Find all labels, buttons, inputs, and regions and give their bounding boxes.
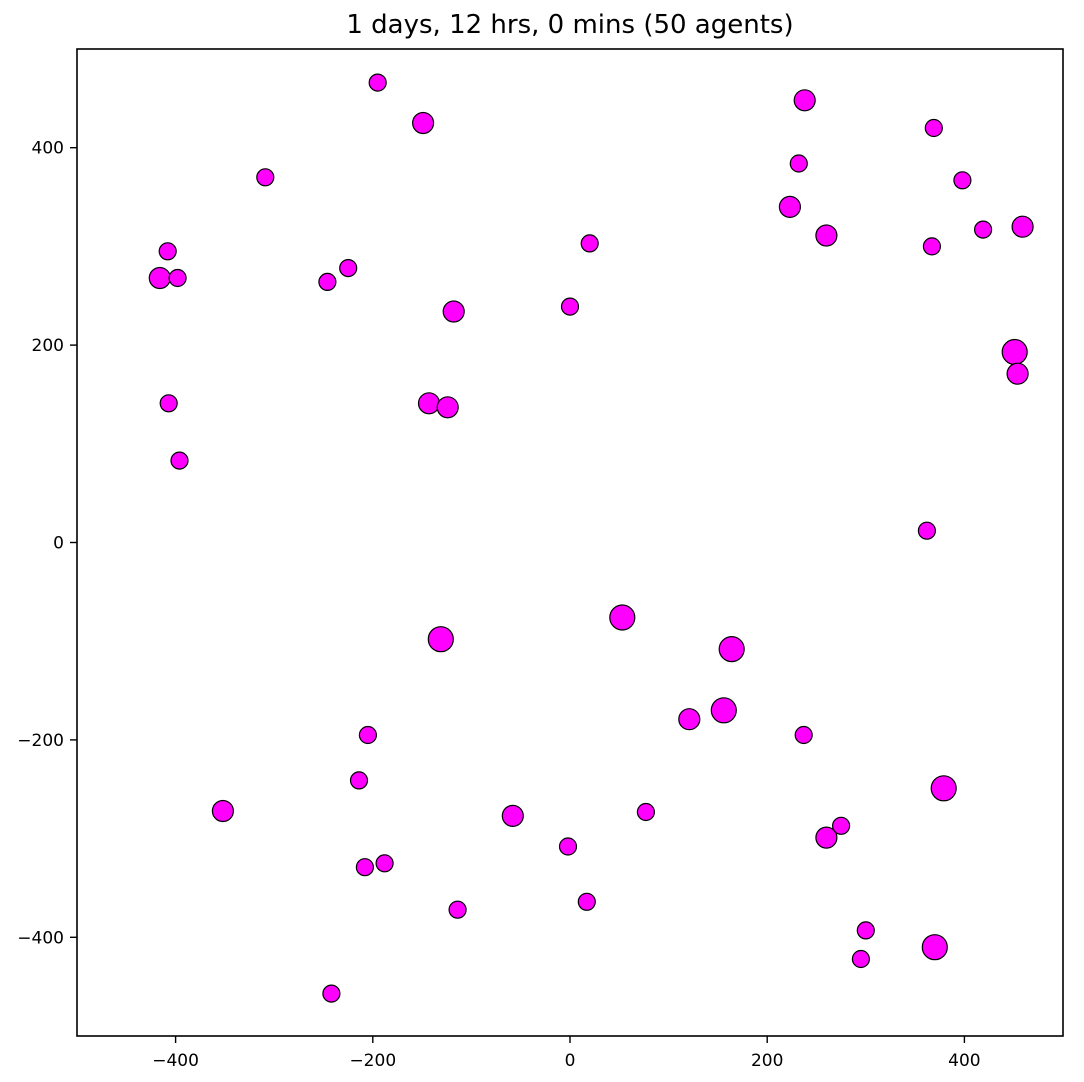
data-point-5 bbox=[168, 268, 187, 288]
data-point-36 bbox=[501, 804, 524, 828]
data-point-26 bbox=[917, 521, 937, 540]
data-point-1 bbox=[412, 111, 435, 135]
data-point-28 bbox=[427, 626, 454, 653]
y-tick-label: 400 bbox=[32, 139, 64, 159]
data-point-37 bbox=[636, 802, 656, 822]
data-point-32 bbox=[794, 725, 813, 745]
data-point-13 bbox=[778, 195, 802, 218]
data-point-14 bbox=[815, 224, 838, 247]
data-point-25 bbox=[170, 451, 189, 470]
data-point-6 bbox=[318, 272, 337, 291]
data-point-35 bbox=[211, 799, 234, 823]
x-tick-label: −400 bbox=[152, 1051, 199, 1071]
data-point-47 bbox=[921, 934, 948, 961]
data-point-7 bbox=[339, 259, 358, 278]
y-tick-label: −400 bbox=[17, 928, 64, 948]
data-point-20 bbox=[1001, 338, 1028, 366]
data-point-49 bbox=[322, 984, 341, 1003]
data-point-4 bbox=[148, 266, 171, 290]
chart-title: 1 days, 12 hrs, 0 mins (50 agents) bbox=[346, 10, 793, 40]
data-point-48 bbox=[851, 949, 871, 969]
plot-frame bbox=[76, 48, 1064, 1037]
x-tick-label: 400 bbox=[948, 1051, 980, 1071]
y-tick-label: 0 bbox=[53, 534, 64, 554]
data-point-12 bbox=[789, 154, 808, 173]
x-tick-label: 0 bbox=[565, 1051, 576, 1071]
data-point-10 bbox=[580, 234, 599, 253]
data-point-27 bbox=[609, 604, 636, 631]
data-point-18 bbox=[973, 220, 993, 239]
data-point-19 bbox=[1011, 215, 1034, 238]
data-point-23 bbox=[417, 392, 441, 415]
data-point-44 bbox=[577, 892, 596, 911]
y-tick-label: −200 bbox=[17, 731, 64, 751]
data-point-31 bbox=[710, 697, 737, 724]
data-point-45 bbox=[448, 900, 467, 919]
data-point-9 bbox=[560, 297, 580, 316]
x-tick-label: 200 bbox=[751, 1051, 783, 1071]
y-tick-label: 200 bbox=[32, 336, 64, 356]
data-point-29 bbox=[718, 635, 745, 663]
data-point-33 bbox=[358, 725, 377, 745]
data-point-3 bbox=[158, 242, 177, 261]
data-point-39 bbox=[831, 816, 851, 835]
data-point-41 bbox=[558, 837, 578, 856]
x-axis: −400 −200 0 200 400 bbox=[152, 1036, 981, 1071]
data-point-11 bbox=[793, 89, 816, 112]
data-point-22 bbox=[159, 394, 178, 413]
data-point-24 bbox=[436, 396, 459, 419]
data-point-40 bbox=[815, 826, 838, 849]
data-point-46 bbox=[856, 921, 875, 940]
data-point-43 bbox=[355, 858, 374, 877]
x-tick-label: −200 bbox=[349, 1051, 396, 1071]
data-point-42 bbox=[375, 854, 394, 873]
data-points bbox=[148, 73, 1034, 1003]
data-point-34 bbox=[349, 771, 369, 790]
data-point-16 bbox=[953, 171, 972, 190]
data-point-17 bbox=[922, 237, 942, 256]
y-axis: −400 −200 0 200 400 bbox=[17, 139, 77, 948]
data-point-38 bbox=[930, 775, 957, 802]
data-point-30 bbox=[678, 708, 701, 731]
data-point-21 bbox=[1006, 362, 1029, 385]
data-point-2 bbox=[256, 168, 275, 187]
data-point-0 bbox=[368, 73, 387, 92]
data-point-8 bbox=[442, 300, 465, 323]
data-point-15 bbox=[924, 118, 943, 138]
